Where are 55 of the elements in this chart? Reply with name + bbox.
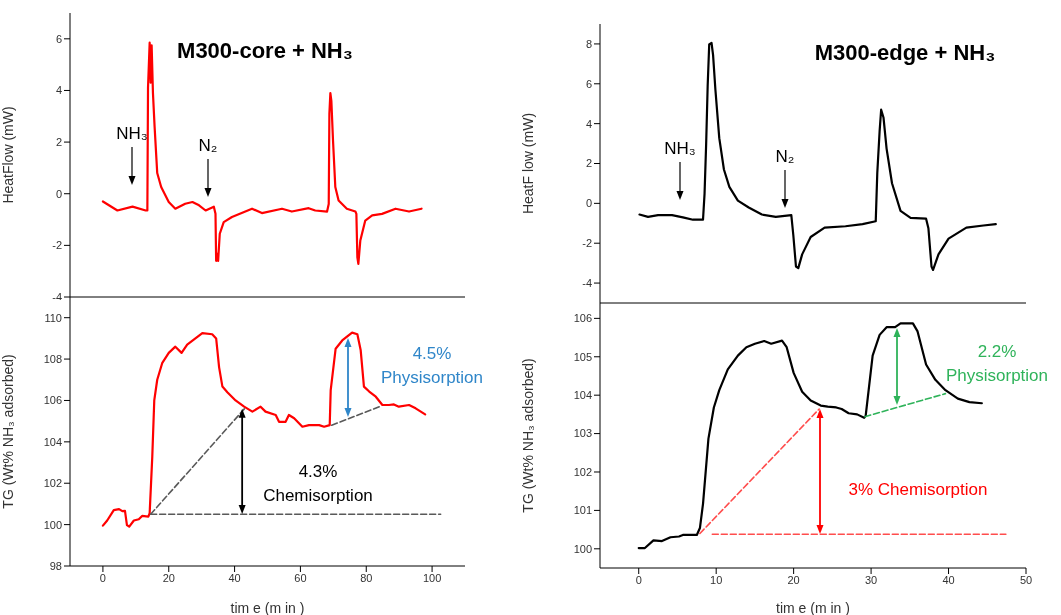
y-axis-title: HeatFlow (mW) (0, 106, 16, 204)
annotation: NH₃ (664, 139, 696, 158)
x-tick-label: 80 (360, 571, 373, 584)
y-tick-label: 6 (55, 32, 62, 45)
x-axis-title: tim e (m in ) (230, 600, 305, 615)
x-tick-label: 40 (942, 573, 955, 586)
y-tick-label: 2 (55, 136, 62, 148)
x-tick-label: 0 (635, 573, 642, 586)
y-axis-title: HeatF low (mW) (519, 112, 536, 215)
y-tick-label: 101 (573, 504, 592, 517)
y-tick-label: 108 (43, 352, 62, 365)
x-tick-label: 60 (294, 571, 307, 584)
x-tick-label: 100 (422, 571, 442, 584)
y-tick-label: 106 (573, 312, 592, 325)
y-tick-label: -4 (582, 276, 592, 289)
y-tick-label: 106 (43, 394, 62, 407)
annotation: 4.5% Physisorption (380, 344, 484, 387)
x-tick-label: 20 (162, 571, 175, 584)
x-tick-label: 40 (228, 571, 241, 584)
y-tick-label: 104 (573, 389, 592, 402)
x-tick-label: 50 (1019, 573, 1033, 586)
y-tick-label: 8 (585, 37, 592, 50)
y-tick-label: 4 (585, 117, 592, 130)
x-tick-label: 10 (710, 573, 723, 586)
annotation: 3% Chemisorption (848, 480, 988, 499)
text: M300-edge + NH₃ (814, 40, 996, 65)
x-tick-label: 0 (99, 571, 106, 584)
annotation: N₂ (775, 147, 795, 166)
annotation: 2.2% Physisorption (945, 342, 1049, 385)
x-tick-label: 20 (787, 573, 800, 586)
y-tick-label: 100 (573, 542, 592, 555)
y-tick-label: 104 (43, 435, 62, 448)
y-tick-label: 0 (55, 187, 62, 200)
y-axis-title: TG (Wt% NH₃ adsorbed) (519, 358, 536, 513)
y-tick-label: -4 (52, 290, 62, 303)
annotation: 4.3% Chemisorption (263, 462, 373, 505)
y-tick-label: -2 (52, 239, 62, 252)
y-tick-label: 110 (44, 311, 62, 324)
y-tick-label: 2 (585, 157, 592, 170)
y-tick-label: 100 (43, 518, 62, 531)
y-tick-label: 102 (573, 465, 592, 478)
y-tick-label: 103 (573, 427, 592, 440)
y-axis-title: TG (Wt% NH₃ adsorbed) (0, 354, 16, 509)
y-tick-label: 4 (55, 84, 62, 97)
x-tick-label: 30 (864, 573, 878, 586)
y-tick-label: 102 (43, 477, 62, 490)
y-tick-label: 0 (585, 197, 592, 210)
y-tick-label: 6 (585, 77, 592, 90)
y-tick-label: -2 (582, 237, 592, 250)
x-axis-title: tim e (m in ) (776, 600, 850, 615)
annotation: N₂ (198, 136, 218, 155)
y-tick-label: 98 (49, 559, 62, 572)
annotation: NH₃ (116, 124, 148, 143)
text: M300-core + NH₃ (177, 38, 353, 63)
y-tick-label: 105 (573, 350, 592, 363)
